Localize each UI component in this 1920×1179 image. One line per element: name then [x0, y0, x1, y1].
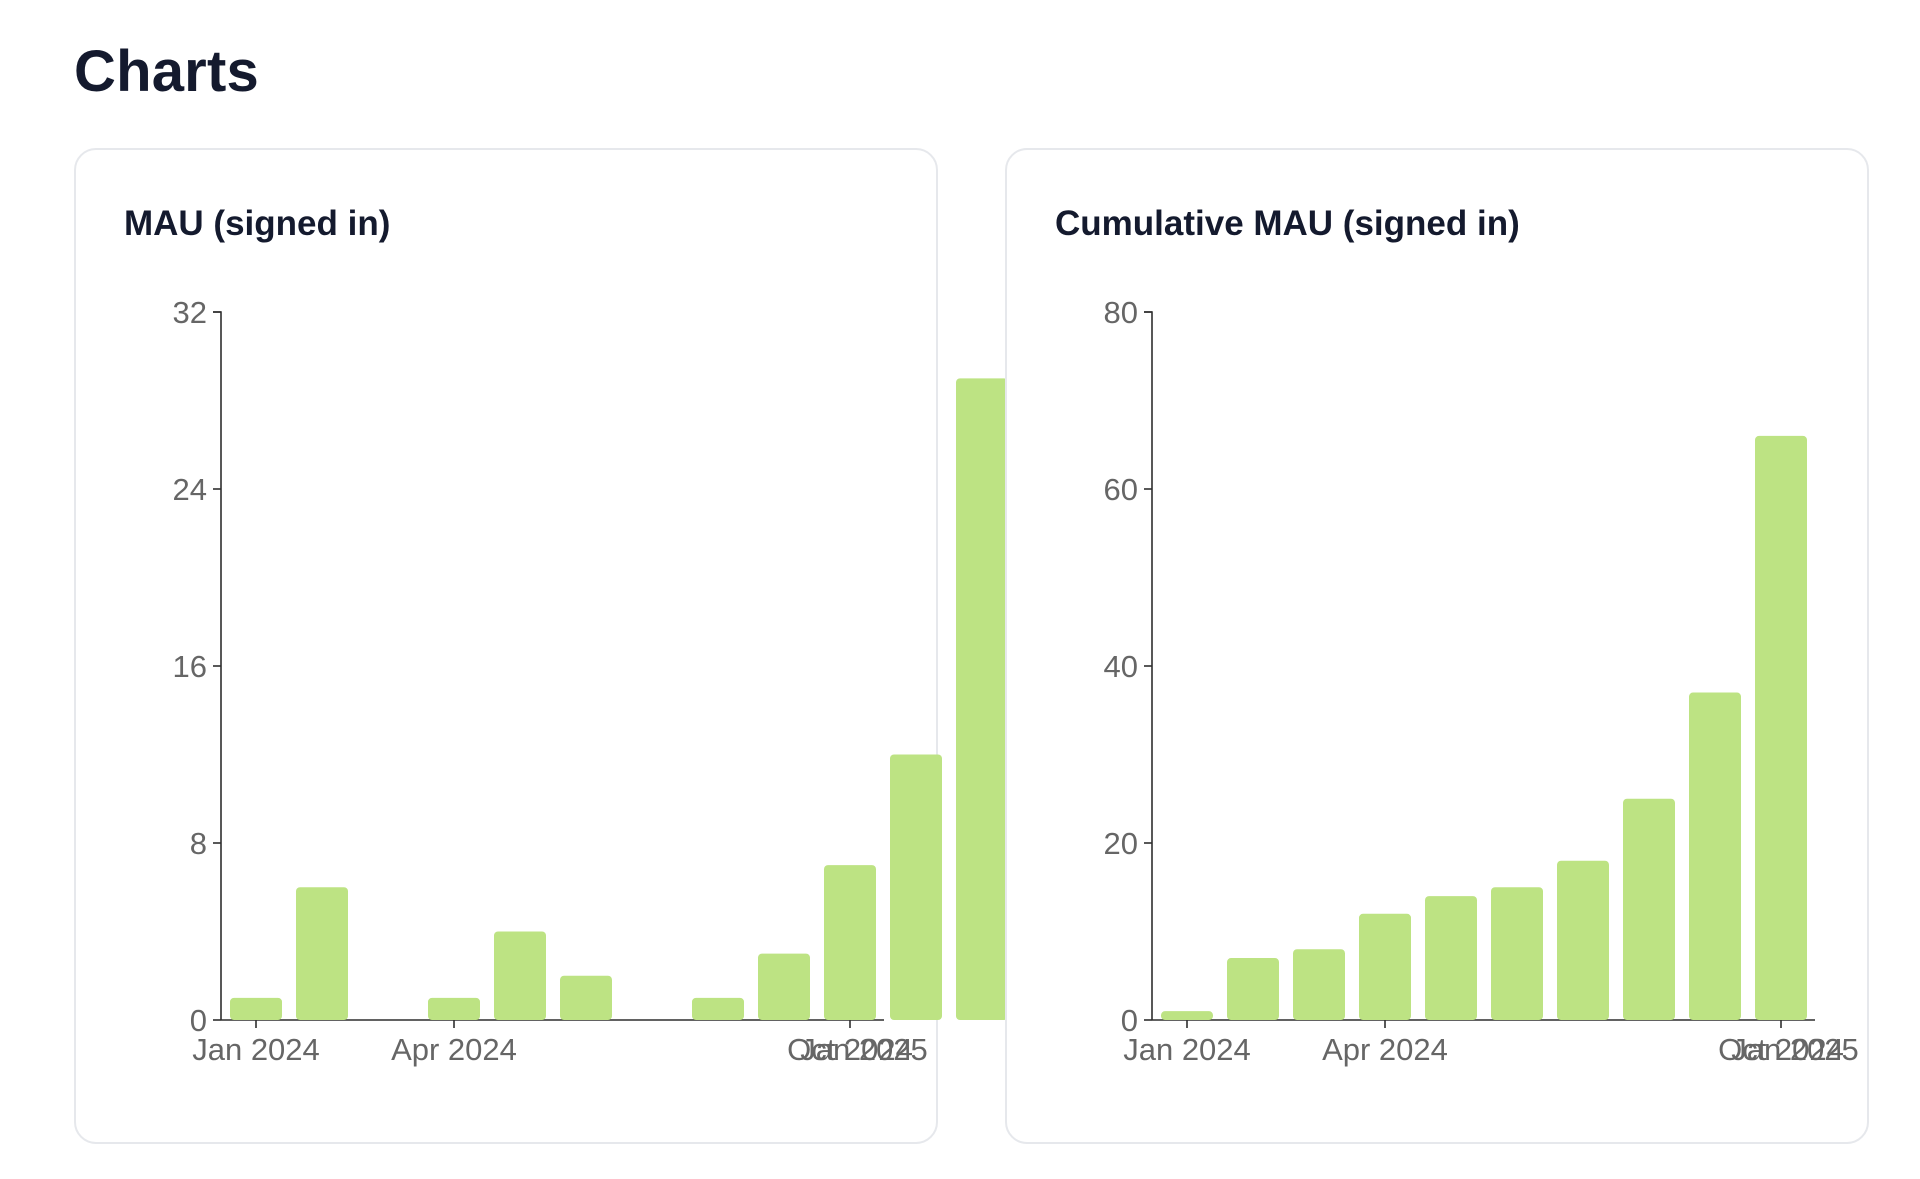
mau-x-tick-label: Jan 2024: [192, 1032, 320, 1067]
mau-y-tick-label: 16: [173, 649, 207, 684]
cumulative-mau-bar-2024-02: [1227, 958, 1279, 1020]
cumulative-mau-y-tick-label: 0: [1121, 1003, 1138, 1038]
cumulative-mau-bar-2024-09: [1689, 692, 1741, 1020]
mau-chart-title: MAU (signed in): [124, 204, 391, 243]
cumulative-mau-chart-title: Cumulative MAU (signed in): [1055, 204, 1520, 243]
mau-y-tick-label: 32: [173, 295, 207, 330]
cumulative-mau-bar-2024-08: [1623, 798, 1675, 1020]
cumulative-mau-bar-2024-07: [1557, 860, 1609, 1020]
cumulative-mau-x-tick-label: Oct 2024: [1718, 1032, 1844, 1067]
mau-bar-2024-10: [824, 865, 876, 1020]
cumulative-mau-bar-2024-04: [1359, 913, 1411, 1020]
mau-y-tick-label: 8: [190, 826, 207, 861]
mau-bar-2024-04: [428, 997, 480, 1020]
mau-bar-2024-02: [296, 887, 348, 1020]
cumulative-mau-x-tick-label: Apr 2024: [1322, 1032, 1448, 1067]
mau-bar-2024-09: [758, 953, 810, 1020]
cumulative-mau-chart-card: Cumulative MAU (signed in) 0 20 40 60 80 Jan …: [1005, 148, 1869, 1144]
cumulative-mau-y-tick-label: 40: [1104, 649, 1138, 684]
cumulative-mau-y-tick-label: 60: [1104, 472, 1138, 507]
mau-y-tick-label: 24: [173, 472, 207, 507]
cumulative-mau-bar-2024-05: [1425, 896, 1477, 1020]
cumulative-mau-bar-2024-01: [1161, 1011, 1213, 1020]
mau-bar-2024-11: [890, 754, 942, 1020]
cumulative-mau-x-tick-label: Jan 2025: [1731, 1032, 1859, 1067]
mau-x-tick-label: Oct 2024: [787, 1032, 913, 1067]
mau-bar-2024-08: [692, 997, 744, 1020]
cumulative-mau-bar-2024-10: [1755, 435, 1807, 1020]
mau-bar-2024-05: [494, 931, 546, 1020]
mau-x-tick-label: Jan 2025: [800, 1032, 928, 1067]
mau-x-tick-label: Apr 2024: [391, 1032, 517, 1067]
cumulative-mau-y-tick-label: 20: [1104, 826, 1138, 861]
mau-bar-2024-01: [230, 997, 282, 1020]
mau-chart-card: MAU (signed in) 0 8 16 24 32 Jan 2024 Apr 2024…: [74, 148, 1049, 1144]
cumulative-mau-bar-2024-03: [1293, 949, 1345, 1020]
cumulative-mau-y-tick-label: 80: [1104, 295, 1138, 330]
mau-bar-2024-12: [956, 378, 1008, 1020]
page-title: Charts: [74, 39, 259, 104]
mau-y-tick-label: 0: [190, 1003, 207, 1038]
cumulative-mau-x-tick-label: Jan 2024: [1123, 1032, 1251, 1067]
mau-bar-2024-06: [560, 975, 612, 1020]
cumulative-mau-bar-2024-06: [1491, 887, 1543, 1020]
